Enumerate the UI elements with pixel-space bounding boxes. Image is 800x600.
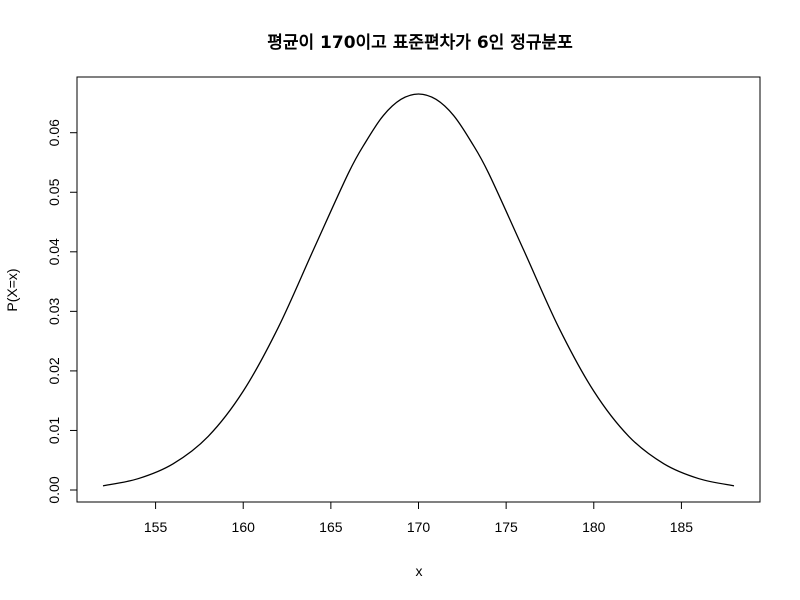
y-tick-label: 0.04 — [46, 238, 62, 265]
y-tick-label: 0.06 — [46, 119, 62, 146]
y-tick-label: 0.01 — [46, 417, 62, 444]
x-tick-label: 165 — [319, 519, 343, 535]
y-tick-label: 0.05 — [46, 178, 62, 205]
y-tick-label: 0.03 — [46, 298, 62, 325]
chart-title: 평균이 170이고 표준편차가 6인 정규분포 — [267, 33, 573, 53]
x-tick-label: 155 — [144, 519, 168, 535]
y-tick-label: 0.02 — [46, 357, 62, 384]
x-tick-label: 170 — [407, 519, 431, 535]
x-tick-label: 180 — [582, 519, 606, 535]
y-tick-label: 0.00 — [46, 476, 62, 503]
density-curve — [102, 93, 735, 487]
x-tick-label: 160 — [232, 519, 256, 535]
x-tick-label: 185 — [670, 519, 694, 535]
series-layer — [102, 93, 735, 487]
plot-box — [76, 76, 761, 503]
x-tick-label: 175 — [494, 519, 518, 535]
x-axis-label: x — [416, 563, 423, 579]
x-axis: 155 160 165 170 175 180 185 — [144, 501, 694, 535]
y-axis-label: P(X=x) — [4, 268, 20, 311]
y-axis: 0.00 0.01 0.02 0.03 0.04 0.05 0.06 — [46, 119, 78, 504]
